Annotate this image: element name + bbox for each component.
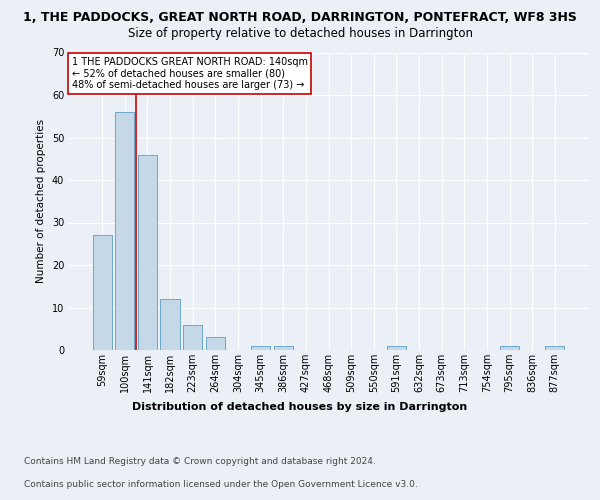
- Text: Contains HM Land Registry data © Crown copyright and database right 2024.: Contains HM Land Registry data © Crown c…: [24, 457, 376, 466]
- Text: Contains public sector information licensed under the Open Government Licence v3: Contains public sector information licen…: [24, 480, 418, 489]
- Bar: [183, 324, 202, 350]
- Bar: [160, 299, 180, 350]
- Bar: [92, 236, 112, 350]
- Text: Size of property relative to detached houses in Darrington: Size of property relative to detached ho…: [128, 28, 473, 40]
- Bar: [387, 346, 406, 350]
- Bar: [274, 346, 293, 350]
- Bar: [206, 337, 225, 350]
- Y-axis label: Number of detached properties: Number of detached properties: [36, 119, 46, 284]
- Text: 1 THE PADDOCKS GREAT NORTH ROAD: 140sqm
← 52% of detached houses are smaller (80: 1 THE PADDOCKS GREAT NORTH ROAD: 140sqm …: [71, 57, 308, 90]
- Bar: [115, 112, 134, 350]
- Bar: [138, 154, 157, 350]
- Bar: [500, 346, 519, 350]
- Text: Distribution of detached houses by size in Darrington: Distribution of detached houses by size …: [133, 402, 467, 412]
- Bar: [545, 346, 565, 350]
- Bar: [251, 346, 270, 350]
- Text: 1, THE PADDOCKS, GREAT NORTH ROAD, DARRINGTON, PONTEFRACT, WF8 3HS: 1, THE PADDOCKS, GREAT NORTH ROAD, DARRI…: [23, 11, 577, 24]
